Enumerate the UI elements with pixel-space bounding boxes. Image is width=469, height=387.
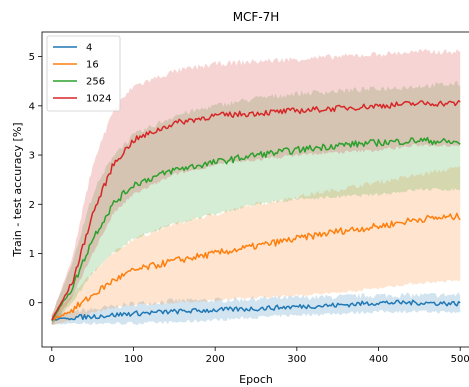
x-tick-label: 400 bbox=[369, 354, 388, 365]
x-axis-label: Epoch bbox=[239, 373, 273, 386]
band-4 bbox=[51, 292, 461, 326]
legend-box bbox=[46, 35, 121, 112]
y-tick-label: 5 bbox=[29, 52, 35, 63]
legend-label-256: 256 bbox=[86, 77, 105, 88]
series-bands bbox=[51, 48, 461, 326]
y-axis-ticks: 0 1 2 3 4 5 bbox=[29, 52, 42, 309]
plot-frame bbox=[41, 31, 469, 348]
x-tick-label: 100 bbox=[124, 354, 143, 365]
y-tick-label: 2 bbox=[29, 200, 35, 211]
x-axis-ticks: 0 100 200 300 400 500 bbox=[49, 347, 469, 365]
legend-label-16: 16 bbox=[86, 60, 99, 71]
y-tick-label: 4 bbox=[29, 101, 35, 112]
y-tick-label: 3 bbox=[29, 151, 35, 162]
x-tick-label: 500 bbox=[451, 354, 469, 365]
band-1024 bbox=[51, 48, 461, 325]
y-tick-label: 0 bbox=[29, 298, 35, 309]
legend-label-1024: 1024 bbox=[86, 94, 111, 105]
legend: 4 16 256 1024 bbox=[46, 35, 121, 112]
chart-title: MCF-7H bbox=[233, 10, 280, 24]
series-lines bbox=[51, 100, 461, 322]
x-tick-label: 200 bbox=[206, 354, 225, 365]
line-16 bbox=[51, 212, 461, 321]
line-4 bbox=[51, 299, 461, 321]
band-16 bbox=[51, 165, 461, 325]
legend-label-4: 4 bbox=[86, 43, 92, 54]
y-axis-label: Train - test accuracy [%] bbox=[11, 122, 24, 257]
x-tick-label: 300 bbox=[287, 354, 306, 365]
y-tick-label: 1 bbox=[29, 249, 35, 260]
line-256 bbox=[51, 136, 461, 322]
band-256 bbox=[51, 81, 461, 325]
line-1024 bbox=[51, 100, 461, 321]
x-tick-label: 0 bbox=[49, 354, 55, 365]
